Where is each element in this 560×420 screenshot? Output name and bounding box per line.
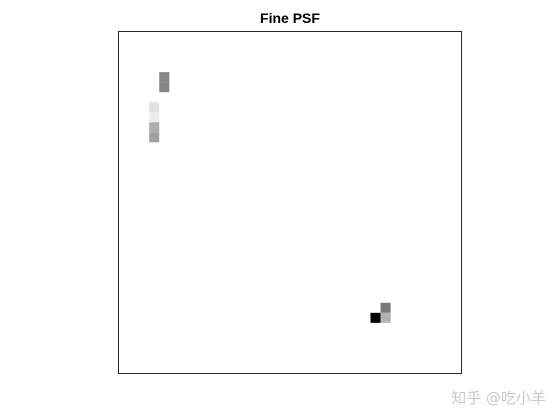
psf-cell-4 xyxy=(149,122,160,133)
psf-cell-0 xyxy=(159,72,170,83)
psf-cell-5 xyxy=(149,132,160,143)
chart-title: Fine PSF xyxy=(260,10,320,26)
psf-cell-2 xyxy=(149,102,160,113)
psf-cells xyxy=(149,72,391,323)
psf-cell-6 xyxy=(380,302,391,313)
psf-cell-7 xyxy=(370,312,381,323)
watermark-text: 知乎 @吃小羊 xyxy=(451,389,546,407)
plot-area xyxy=(118,31,462,374)
psf-cell-3 xyxy=(149,112,160,123)
axes-box xyxy=(118,31,462,374)
psf-cell-1 xyxy=(159,82,170,93)
psf-cell-8 xyxy=(380,312,391,323)
